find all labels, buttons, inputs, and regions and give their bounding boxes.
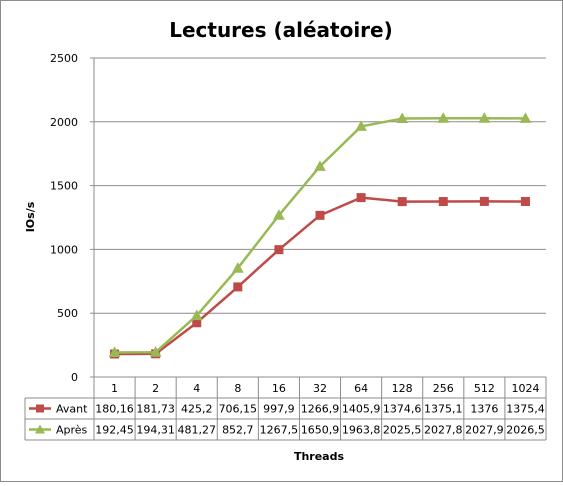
x-tick-label: 512 [474,382,495,395]
data-point [397,197,407,207]
x-tick-label: 256 [433,382,454,395]
data-point [355,120,367,131]
x-tick-label: 32 [313,382,327,395]
data-label: 425,2 [181,403,213,416]
data-label: 2025,5 [383,424,422,437]
x-tick-label: 4 [193,382,200,395]
x-axis-label: Threads [294,450,345,463]
x-tick-label: 8 [234,382,241,395]
x-tick-label: 2 [152,382,159,395]
data-point [190,309,203,321]
legend-key-marker [36,404,44,413]
data-label: 2027,8 [424,424,463,437]
data-label: 1405,9 [342,403,381,416]
data-label: 997,9 [263,403,295,416]
data-label: 706,15 [219,403,258,416]
chart-title: Lectures (aléatoire) [169,18,393,42]
data-point [274,245,284,255]
data-label: 2027,9 [465,424,504,437]
data-point [519,112,532,123]
y-tick-label: 2000 [50,116,78,129]
data-label: 1963,8 [342,424,381,437]
data-point [149,346,162,357]
data-label: 1650,9 [301,424,340,437]
x-tick-label: 16 [272,382,286,395]
data-label: 180,16 [95,403,134,416]
data-point [520,196,530,206]
x-tick-label: 64 [354,382,368,395]
data-table: 1 2 4 8 16 32 64 128 256 512 1024 Avant 180,16 181,73… [24,376,547,441]
data-point [108,346,121,357]
x-tick-label: 128 [392,382,413,395]
y-axis-label: IOs/s [24,201,37,232]
y-tick-label: 500 [57,307,78,320]
data-label: 1375,4 [506,403,545,416]
data-label: 181,73 [136,403,175,416]
x-tick-label: 1 [111,382,118,395]
data-label: 1376 [470,403,498,416]
data-point [478,112,491,123]
data-point [479,196,489,206]
data-point [231,262,244,273]
data-point [315,210,325,220]
data-point [233,282,243,292]
data-label: 1266,9 [301,403,340,416]
y-tick-label: 1000 [50,243,78,256]
data-label: 2026,5 [506,424,545,437]
data-point [314,160,326,171]
axes: 0 500 1000 1500 2000 2500 [50,52,95,384]
data-label: 1375,1 [424,403,463,416]
data-label: 852,7 [222,424,254,437]
series-line-avant [114,196,526,356]
legend-key-marker [35,424,45,434]
data-label: 1374,6 [383,403,422,416]
data-label: 1267,5 [260,424,299,437]
data-label: 194,31 [136,424,175,437]
legend-label: Avant [56,403,88,416]
y-tick-label: 2500 [50,52,78,65]
y-tick-label: 1500 [50,180,78,193]
data-point [356,193,366,203]
legend-label: Après [56,424,88,437]
x-tick-label: 1024 [511,382,539,395]
series-line-après [114,116,526,354]
data-point [273,209,285,220]
gridlines [94,57,546,314]
data-point [396,112,409,124]
data-point [438,197,448,207]
data-point [437,112,450,123]
y-tick-label: 0 [71,371,78,384]
data-label: 192,45 [95,424,134,437]
data-label: 481,27 [177,424,216,437]
series-lines [108,112,532,359]
